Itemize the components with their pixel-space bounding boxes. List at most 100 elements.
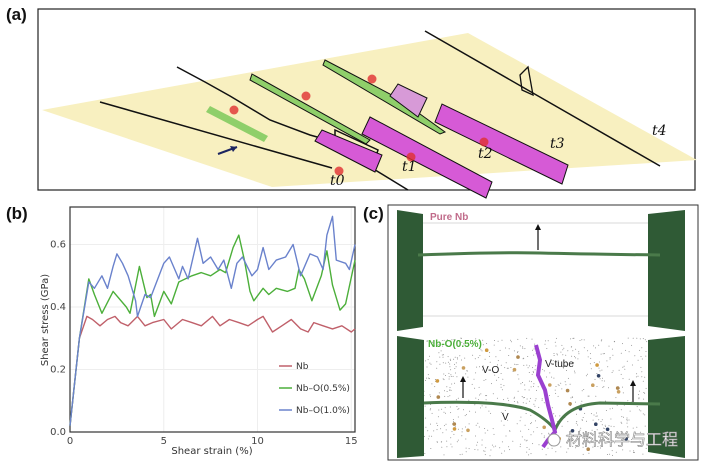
atom-dot [640, 438, 642, 440]
atom-dot [626, 419, 628, 420]
atom-dot [553, 377, 555, 379]
atom-dot [447, 396, 449, 398]
atom-dot [627, 400, 629, 402]
atom-dot [461, 359, 463, 361]
atom-dot [530, 423, 532, 425]
atom-dot [532, 367, 534, 369]
atom-dot [543, 437, 545, 439]
atom-dot [512, 371, 514, 372]
atom-dot [561, 366, 563, 368]
atom-dot [644, 425, 646, 427]
atom-dot [513, 397, 515, 399]
atom-dot [445, 423, 447, 425]
vacancy-oxygen-complex [591, 383, 595, 388]
atom-dot [442, 362, 444, 364]
atom-dot [519, 443, 521, 445]
atom-dot [474, 358, 476, 360]
atom-dot [438, 392, 440, 394]
atom-dot [484, 454, 486, 456]
atom-dot [616, 432, 618, 434]
dislocation-line-t4 [424, 30, 661, 167]
atom-dot [561, 425, 563, 427]
atom-dot [573, 362, 575, 363]
atom-dot [583, 339, 585, 341]
chart-ticks: 0 5 10 15 0.0 0.2 0.4 0.6 [50, 240, 358, 448]
atom-dot [521, 396, 523, 397]
atom-dot [510, 367, 512, 368]
atom-dot [442, 345, 444, 347]
atom-dot [525, 402, 527, 404]
right-wall [648, 336, 685, 458]
atom-dot [517, 390, 519, 392]
atom-dot [481, 444, 483, 446]
atom-dot [607, 454, 608, 455]
magenta-ribbon-t1 [314, 129, 383, 173]
atom-dot [447, 361, 449, 363]
atom-dot [598, 361, 600, 363]
label-v-o: V-O [482, 365, 499, 376]
dislocation-line [417, 251, 661, 257]
atom-dot [483, 379, 485, 381]
atom-dot [517, 352, 518, 354]
atom-dot [473, 378, 475, 380]
atom-dot [492, 428, 494, 430]
atom-dot [622, 392, 624, 394]
atom-dot [571, 346, 573, 348]
atom-dot [596, 415, 598, 417]
atom-dot [436, 441, 438, 443]
legend-label: Nb–O(1.0%) [296, 406, 350, 416]
atom-dot [449, 406, 451, 408]
atom-dot [526, 439, 528, 441]
atom-dot [517, 351, 519, 353]
atom-dot [433, 430, 435, 432]
atom-dot [611, 450, 613, 452]
atom-dot [589, 363, 591, 365]
vacancy-oxygen-complex [435, 379, 440, 383]
atom-dot [485, 406, 487, 408]
atom-dot [468, 448, 470, 450]
atom-dot [436, 422, 438, 424]
atom-dot [478, 426, 480, 428]
atom-dot [547, 447, 549, 449]
atom-dot [596, 412, 597, 414]
atom-dot [572, 337, 574, 339]
atom-dot [542, 368, 544, 370]
atom-dot [566, 451, 568, 453]
atom-dot [634, 355, 636, 357]
atom-dot [636, 337, 638, 339]
atom-dot [430, 448, 432, 449]
atom-dot [577, 424, 579, 426]
atom-dot [608, 425, 610, 427]
pure-nb-snapshot: Pure Nb [397, 210, 685, 331]
atom-dot [457, 408, 459, 410]
atom-dot [600, 421, 602, 422]
atom-dot [551, 447, 553, 449]
atom-dot [479, 366, 480, 368]
atom-dot [618, 434, 620, 436]
atom-dot [425, 360, 427, 362]
atom-dot [632, 427, 634, 429]
atom-dot [500, 386, 502, 388]
chart-series [69, 215, 356, 426]
pure-nb-title: Pure Nb [430, 212, 468, 223]
atom-dot [612, 454, 613, 456]
atom-dot [489, 352, 491, 354]
atom-dot [454, 426, 456, 428]
atom-dot [601, 424, 603, 426]
atom-dot [457, 428, 459, 430]
atom-dot [477, 357, 479, 359]
series-line-0 [69, 315, 356, 426]
atom-dot [431, 412, 433, 414]
atom-dot [533, 354, 535, 356]
magenta-ribbon-t3 [434, 103, 569, 185]
atom-dot [546, 348, 548, 349]
atom-dot [563, 347, 565, 349]
atom-dot [554, 341, 556, 343]
atom-dot [518, 378, 520, 380]
atom-dot [537, 386, 539, 388]
atom-dot [583, 440, 585, 442]
atom-dot [642, 380, 644, 382]
atom-dot [429, 355, 430, 357]
atom-dot [501, 339, 503, 341]
atom-dot [485, 395, 487, 397]
